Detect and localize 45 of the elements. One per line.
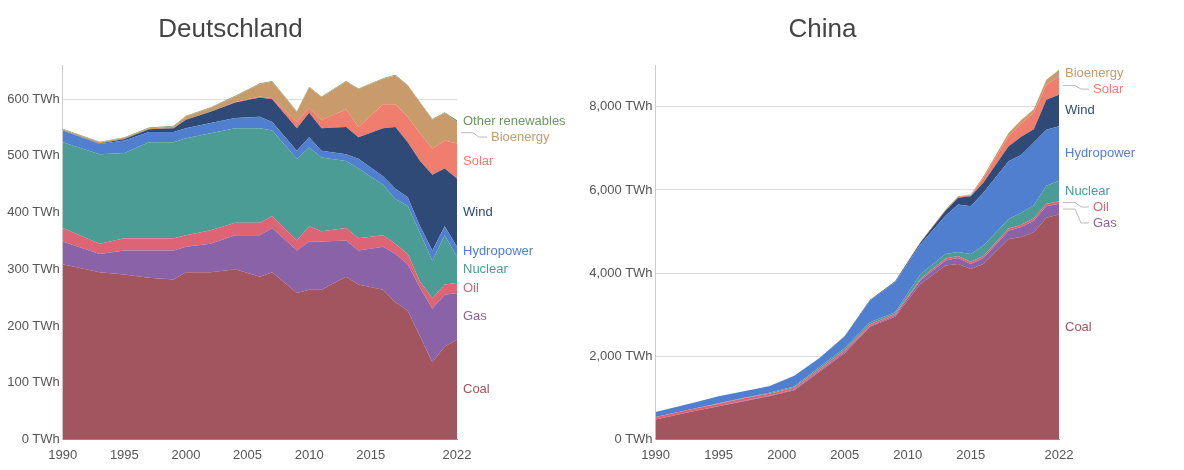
series-label: Nuclear: [1065, 182, 1111, 198]
y-tick-label: 0 TWh: [614, 430, 653, 446]
y-tick-label: 100 TWh: [7, 374, 60, 390]
x-tick-label: 2022: [1044, 446, 1074, 462]
x-tick-label: 1990: [641, 446, 671, 462]
x-tick-label: 2015: [956, 446, 986, 462]
y-tick-label: 600 TWh: [7, 90, 60, 106]
y-tick-label: 500 TWh: [7, 147, 60, 163]
text: Oil: [1093, 198, 1109, 214]
x-tick-label: 2010: [893, 446, 923, 462]
series-label: Wind: [1065, 102, 1095, 118]
series-label: Other renewables: [463, 112, 567, 128]
x-tick-label: 2005: [830, 446, 860, 462]
x-tick-label: 2015: [356, 446, 386, 462]
x-tick-label: 2000: [171, 446, 201, 462]
x-tick-label: 2005: [233, 446, 263, 462]
series-label: Nuclear: [463, 261, 509, 277]
y-tick-label: 200 TWh: [7, 317, 60, 333]
series-label: Oil: [463, 279, 479, 295]
chart-title: Deutschland: [158, 12, 303, 43]
series-label: Gas: [463, 307, 488, 323]
y-tick-label: 6,000 TWh: [589, 181, 653, 197]
text: Gas: [1093, 214, 1118, 230]
series-label: Hydropower: [1065, 145, 1136, 161]
chart-title: China: [788, 12, 857, 43]
series-label: Solar: [463, 152, 495, 168]
y-tick-label: 0 TWh: [21, 430, 60, 446]
series-label: Coal: [1065, 318, 1092, 334]
series-label: Hydropower: [463, 243, 534, 259]
y-tick-label: 400 TWh: [7, 204, 60, 220]
series-label: Wind: [463, 204, 493, 220]
x-tick-label: 2010: [294, 446, 324, 462]
series-label: Bioenergy: [1065, 64, 1125, 80]
x-tick-label: 2022: [442, 446, 472, 462]
x-tick-label: 1995: [109, 446, 139, 462]
text: Bioenergy: [491, 128, 551, 144]
y-tick-label: 8,000 TWh: [589, 98, 653, 114]
x-tick-label: 1990: [48, 446, 78, 462]
series-label: Coal: [463, 381, 490, 397]
text: Solar: [1093, 80, 1125, 96]
x-tick-label: 1995: [704, 446, 734, 462]
y-tick-label: 4,000 TWh: [589, 264, 653, 280]
x-tick-label: 2000: [767, 446, 797, 462]
y-tick-label: 300 TWh: [7, 260, 60, 276]
y-tick-label: 2,000 TWh: [589, 347, 653, 363]
